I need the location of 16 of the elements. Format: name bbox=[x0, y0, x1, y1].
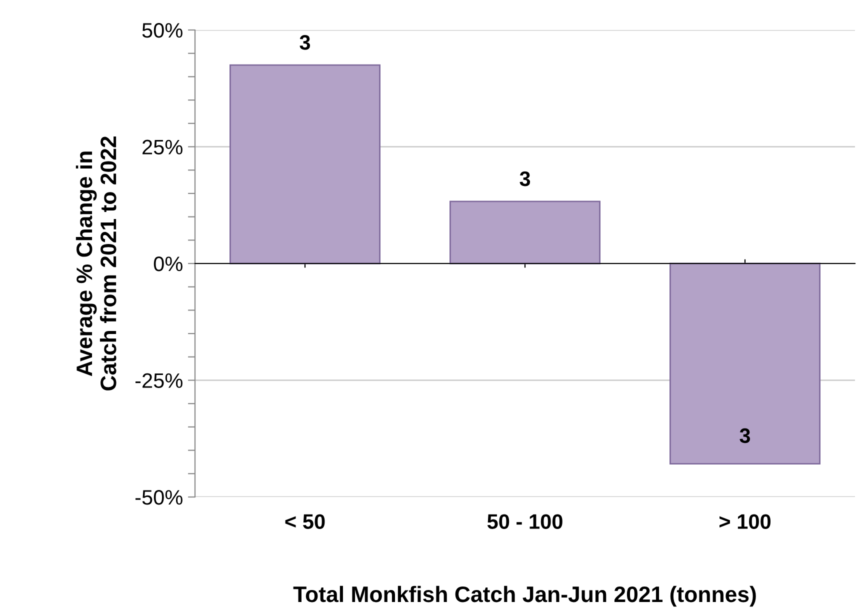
annotation: 3 bbox=[520, 171, 530, 186]
annotation: 3 bbox=[300, 35, 310, 50]
annotation: 3 bbox=[740, 428, 750, 444]
y-tick-label: 0% bbox=[154, 256, 182, 272]
bar bbox=[670, 262, 820, 465]
x-tick-label: > 100 bbox=[720, 514, 771, 529]
y-tick-label: -50% bbox=[135, 490, 182, 505]
bar bbox=[230, 64, 380, 264]
y-tick-label: 50% bbox=[142, 23, 182, 38]
x-tick-label: < 50 bbox=[285, 514, 325, 529]
x-axis-title: Total Monkfish Catch Jan-Jun 2021 (tonnes) bbox=[293, 586, 756, 607]
y-axis-title: Average % Change in Catch from 2021 to 2022 bbox=[76, 136, 116, 390]
y-tick-label: -25% bbox=[135, 373, 182, 388]
bar bbox=[450, 200, 600, 264]
x-tick-label: 50 - 100 bbox=[487, 514, 562, 529]
y-tick-label: 25% bbox=[142, 140, 182, 155]
